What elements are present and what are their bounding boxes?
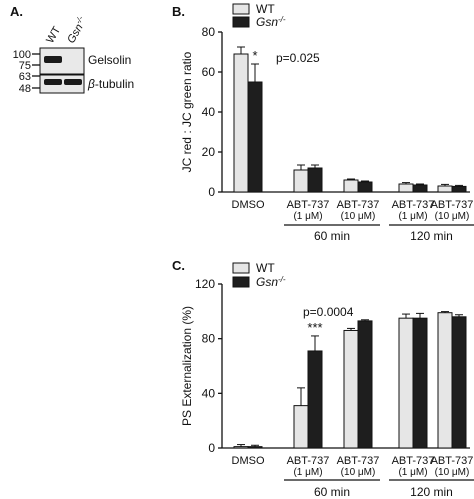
chart-b-xtick-label: (10 μM) <box>341 211 376 222</box>
chart-c-bar-ko <box>307 350 323 449</box>
blot-label-tubulin: β-tubulin <box>87 77 134 91</box>
chart-b-bar-ko <box>412 184 428 193</box>
chart-b-bar-wt <box>233 53 249 193</box>
chart-c-xtick-label: (1 μM) <box>398 467 427 478</box>
chart-b-xtick-label: (10 μM) <box>435 211 470 222</box>
chart-c-group-label: 60 min <box>314 485 350 499</box>
blot-lane-wt: WT <box>44 24 63 45</box>
chart-c-ytick-label: 80 <box>202 332 216 346</box>
chart-b-ytick-label: 40 <box>202 105 216 119</box>
gelsolin-band <box>44 56 62 63</box>
chart-c-bar-ko <box>412 317 428 449</box>
chart-b-group-label: 60 min <box>314 229 350 243</box>
marker-63: 63 <box>19 71 31 83</box>
marker-75: 75 <box>19 60 31 72</box>
chart-b-bar-wt <box>293 169 309 193</box>
chart-b-xtick-label: ABT-737 <box>431 199 474 211</box>
chart-b-group-label: 120 min <box>410 229 453 243</box>
chart-b-ylabel: JC red : JC green ratio <box>180 51 194 172</box>
chart-c-ytick-label: 40 <box>202 386 216 400</box>
legend-c-ko-label: Gsn-/- <box>256 275 286 289</box>
chart-b-xtick-label: DMSO <box>232 199 265 211</box>
legend-b-wt-swatch <box>232 3 250 15</box>
chart-b-xtick-label: (1 μM) <box>293 211 322 222</box>
chart-c-bar-ko <box>247 446 263 449</box>
chart-b-xtick-label: ABT-737 <box>392 199 435 211</box>
legend-b-ko-label: Gsn-/- <box>256 15 286 29</box>
chart-c-bar-wt <box>293 405 309 449</box>
legend-b: WT Gsn-/- <box>232 2 286 29</box>
chart-c-bar-ko <box>357 320 373 449</box>
chart-c-bar-wt <box>233 446 249 449</box>
chart-b-bar-ko <box>451 185 467 193</box>
chart-b: 0 20 40 60 80 JC red : JC green ratio DMSO ABT-… <box>180 25 474 243</box>
marker-48: 48 <box>19 83 31 95</box>
tubulin-band-wt <box>44 79 62 85</box>
chart-c-xtick-label: ABT-737 <box>287 455 330 467</box>
legend-c-ko-swatch <box>232 276 250 288</box>
chart-b-ytick-label: 20 <box>202 145 216 159</box>
blot-lane-ko: Gsn-/- <box>63 14 89 45</box>
chart-b-pvalue: p=0.025 <box>276 51 320 65</box>
chart-b-ytick-label: 80 <box>202 25 216 39</box>
chart-c-xtick-label: DMSO <box>232 455 265 467</box>
chart-c-ylabel: PS Externalization (%) <box>180 306 194 426</box>
chart-c-pvalue: p=0.0004 <box>303 305 354 319</box>
western-blot: WT Gsn-/- 100 75 63 48 Gelsolin β-tubuli… <box>13 14 135 95</box>
legend-c: WT Gsn-/- <box>232 261 286 289</box>
chart-c-ytick-label: 0 <box>208 441 215 455</box>
panel-b-label: B. <box>172 4 185 19</box>
chart-c-xtick-label: (10 μM) <box>435 467 470 478</box>
chart-c-bar-wt <box>398 317 414 449</box>
blot-label-gelsolin: Gelsolin <box>88 53 131 67</box>
chart-b-significance-stars: * <box>252 48 257 63</box>
chart-b-bar-wt <box>343 179 359 193</box>
panel-a-label: A. <box>10 4 23 19</box>
chart-b-bar-ko <box>307 167 323 193</box>
chart-b-ytick-label: 60 <box>202 65 216 79</box>
chart-b-xtick-label: (1 μM) <box>398 211 427 222</box>
chart-c-ytick-label: 120 <box>195 277 215 291</box>
legend-c-wt-label: WT <box>256 261 275 275</box>
chart-b-bar-ko <box>247 81 263 193</box>
chart-b-bar-wt <box>398 183 414 193</box>
chart-c-bar-wt <box>437 312 453 449</box>
chart-c-xtick-label: ABT-737 <box>392 455 435 467</box>
chart-c-bar-wt <box>343 329 359 449</box>
chart-b-bar-wt <box>437 185 453 193</box>
legend-b-wt-label: WT <box>256 2 275 16</box>
chart-b-xtick-label: ABT-737 <box>337 199 380 211</box>
chart-c-xtick-label: ABT-737 <box>431 455 474 467</box>
chart-b-bar-ko <box>357 181 373 193</box>
chart-c: 0 40 80 120 PS Externalization (%) DMSO ABT-73… <box>180 277 474 499</box>
chart-c-bar-ko <box>451 316 467 449</box>
tubulin-band-ko <box>64 79 82 85</box>
chart-b-xtick-label: ABT-737 <box>287 199 330 211</box>
chart-c-group-label: 120 min <box>410 485 453 499</box>
chart-c-xtick-label: (10 μM) <box>341 467 376 478</box>
marker-100: 100 <box>13 49 31 61</box>
chart-c-xtick-label: ABT-737 <box>337 455 380 467</box>
chart-c-significance-stars: *** <box>307 320 322 335</box>
chart-c-xtick-label: (1 μM) <box>293 467 322 478</box>
panel-c-label: C. <box>172 258 185 273</box>
chart-b-ytick-label: 0 <box>208 185 215 199</box>
legend-b-ko-swatch <box>232 16 250 28</box>
legend-c-wt-swatch <box>232 262 250 274</box>
